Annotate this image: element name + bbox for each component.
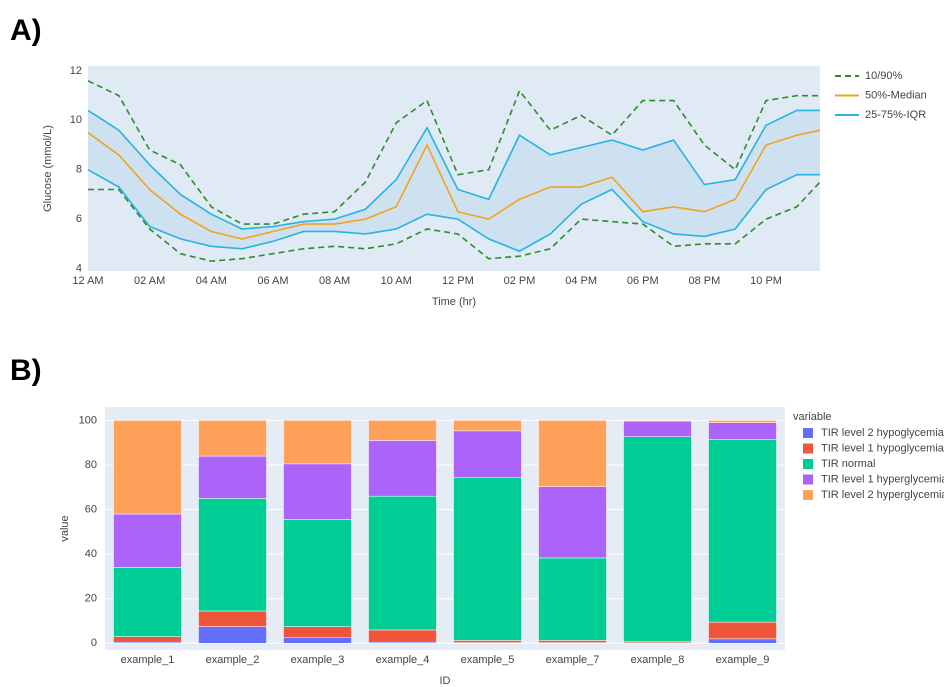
bar-segment [708, 638, 777, 644]
bar-segment [538, 640, 607, 643]
bar-segment [623, 420, 692, 422]
bar-segment [283, 519, 352, 627]
series-line [87, 109, 820, 230]
x-tick-label: 08 PM [689, 275, 721, 287]
y-tick-label: 0 [91, 637, 97, 649]
bar-segment [708, 621, 777, 640]
bar-segment [538, 420, 607, 487]
legend-label: 50%-Median [865, 89, 927, 101]
series-line [87, 80, 820, 225]
x-tick-label: example_5 [461, 654, 515, 666]
x-tick-label: 06 AM [257, 275, 288, 287]
bar-segment [708, 422, 777, 440]
y-tick-label: 80 [85, 459, 97, 471]
x-tick-label: example_1 [121, 654, 175, 666]
legend-label: TIR level 2 hyperglycemia [821, 489, 944, 501]
bar-segment [368, 629, 437, 643]
x-tick-label: example_7 [546, 654, 600, 666]
panel-label: B) [10, 354, 42, 387]
bar-segment [368, 420, 437, 441]
bar-segment [283, 637, 352, 644]
x-tick-label: example_3 [291, 654, 345, 666]
bar-segment [453, 420, 522, 432]
x-tick-label: example_9 [716, 654, 770, 666]
bar-segment [708, 420, 777, 423]
x-tick-label: 06 PM [627, 275, 659, 287]
bar-segment [113, 567, 182, 637]
legend-label: TIR normal [821, 458, 875, 470]
legend-label: 10/90% [865, 70, 903, 82]
y-tick-label: 60 [85, 503, 97, 515]
legend-swatch [803, 428, 813, 438]
bar-segment [198, 498, 267, 612]
x-tick-label: 12 PM [442, 275, 474, 287]
legend-swatch [803, 459, 813, 469]
y-tick-label: 6 [76, 213, 82, 225]
x-tick-label: 12 AM [72, 275, 103, 287]
bar-segment [198, 610, 267, 627]
y-tick-label: 4 [76, 262, 82, 274]
bar-segment [113, 420, 182, 515]
series-line [88, 181, 821, 262]
bar-segment [198, 455, 267, 499]
bar-segment [198, 626, 267, 644]
bar-segment [368, 440, 437, 497]
bar-segment [538, 486, 607, 559]
x-tick-label: 10 PM [750, 275, 782, 287]
x-tick-label: example_8 [631, 654, 685, 666]
bar-segment [283, 463, 352, 520]
x-tick-label: 10 AM [381, 275, 412, 287]
legend-swatch [803, 490, 813, 500]
x-tick-label: 08 AM [319, 275, 350, 287]
legend-swatch [803, 443, 813, 454]
x-tick-label: example_4 [376, 654, 430, 666]
x-tick-label: 02 PM [504, 275, 536, 287]
y-tick-label: 12 [70, 65, 82, 77]
legend-label: 25-75%-IQR [865, 109, 926, 121]
bar-segment [283, 420, 352, 465]
series-line [87, 129, 821, 240]
x-axis-title: Time (hr) [432, 296, 476, 308]
y-tick-label: 100 [79, 414, 97, 426]
bar-segment [623, 436, 692, 643]
bar-segment [538, 557, 607, 641]
legend-label: TIR level 2 hypoglycemia [821, 427, 944, 439]
x-axis-title: ID [440, 675, 451, 687]
y-tick-label: 8 [76, 164, 82, 176]
band-fill [88, 110, 820, 252]
legend-swatch [803, 474, 813, 485]
y-tick-label: 40 [85, 548, 97, 560]
bar-segment [113, 636, 182, 643]
bar-segment [623, 420, 692, 437]
x-tick-label: 04 AM [196, 275, 227, 287]
legend-label: TIR level 1 hyperglycemia [821, 473, 944, 485]
legend-label: TIR level 1 hypoglycemia [821, 442, 944, 454]
bar-segment [453, 640, 522, 643]
bar-segment [198, 420, 267, 457]
bar-segment [453, 477, 522, 641]
x-tick-label: example_2 [206, 654, 260, 666]
x-tick-label: 02 AM [134, 275, 165, 287]
y-axis-title: Glucose (mmol/L) [42, 125, 54, 212]
legend-title: variable [793, 411, 832, 423]
y-tick-label: 20 [85, 593, 97, 605]
bar-segment [453, 430, 522, 478]
x-tick-label: 04 PM [565, 275, 597, 287]
bar-segment [283, 626, 352, 638]
panel-label: A) [10, 14, 42, 47]
y-axis-title: value [59, 515, 71, 541]
series-line [87, 169, 820, 253]
y-tick-label: 10 [70, 114, 82, 126]
bar-segment [113, 513, 182, 568]
bar-segment [368, 495, 437, 631]
bar-segment [708, 439, 777, 623]
